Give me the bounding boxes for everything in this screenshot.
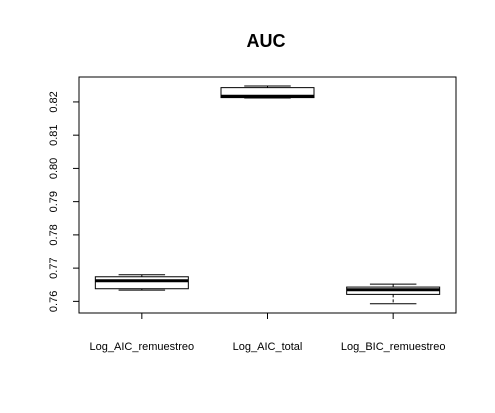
y-axis: 0.76 0.77 0.78 0.79 0.80 0.81 0.82: [48, 91, 79, 312]
x-axis: Log_AIC_remuestreo Log_AIC_total Log_BIC_r…: [90, 313, 446, 353]
y-tick-label: 0.79: [48, 191, 60, 212]
iqr-box: [94, 276, 189, 290]
y-tick-label: 0.82: [48, 91, 60, 112]
y-tick-label: 0.76: [48, 291, 60, 312]
box-Log_AIC_total: [220, 85, 315, 99]
y-tick-label: 0.80: [48, 158, 60, 179]
y-tick-label: 0.77: [48, 257, 60, 278]
x-tick-label: Log_AIC_total: [233, 341, 303, 353]
box-Log_AIC_remuestreo: [94, 274, 189, 291]
x-tick-label: Log_BIC_remuestreo: [341, 341, 446, 353]
box-Log_BIC_remuestreo: [346, 283, 441, 305]
y-tick-label: 0.78: [48, 224, 60, 245]
y-tick-label: 0.81: [48, 124, 60, 145]
x-tick-label: Log_AIC_remuestreo: [90, 341, 195, 353]
chart-title: AUC: [247, 31, 286, 51]
boxes-layer: [94, 85, 441, 305]
